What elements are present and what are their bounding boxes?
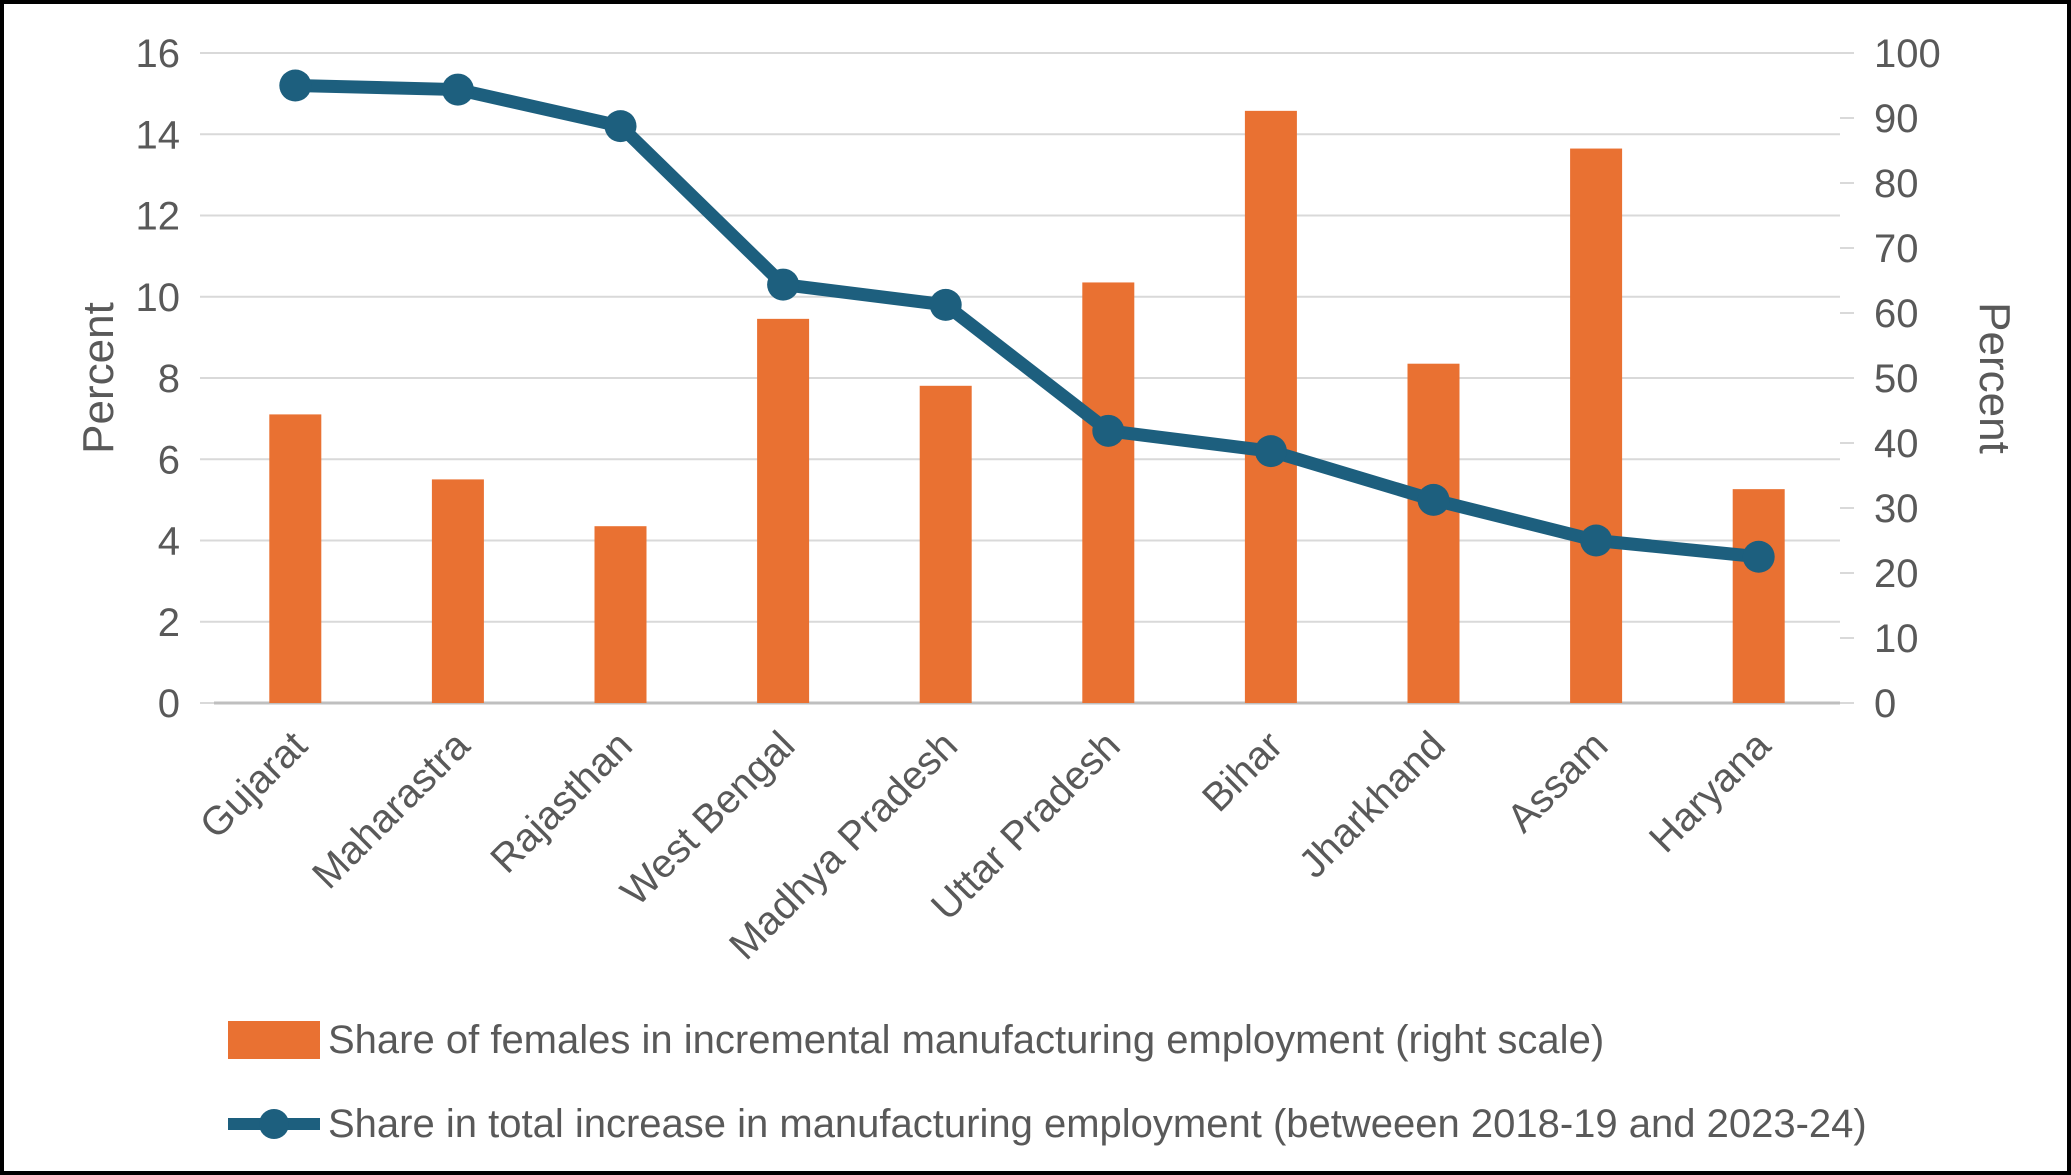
line-point-bihar	[1254, 435, 1287, 468]
line-point-gujarat	[279, 69, 312, 102]
bar-series	[269, 110, 1785, 704]
bar-jharkhand	[1407, 363, 1460, 703]
x-label-gujarat: Gujarat	[192, 723, 316, 847]
bar-madhya-pradesh	[919, 385, 972, 703]
right-tick-label: 90	[1874, 97, 1919, 141]
line-point-maharastra	[441, 73, 474, 106]
x-label-haryana: Haryana	[1641, 723, 1780, 862]
bar-rajasthan	[594, 526, 647, 703]
right-tick-label: 20	[1874, 552, 1919, 596]
x-label-jharkhand: Jharkhand	[1291, 723, 1454, 886]
left-axis-ticks: 0 2 4 6 8 10 12 14 16	[136, 32, 181, 726]
line-point-uttar-pradesh	[1092, 414, 1125, 447]
right-axis-ticks: 0 10 20 30 40 50 60 70 80 90 100	[1874, 32, 1941, 726]
left-tick-label: 6	[158, 438, 180, 482]
line-point-assam	[1580, 524, 1613, 557]
left-tick-label: 10	[136, 276, 181, 320]
x-label-maharastra: Maharastra	[304, 723, 479, 898]
bar-uttar-pradesh	[1082, 282, 1135, 703]
bar-series-label: Share of females in incremental manufact…	[328, 1017, 1605, 1062]
bar-assam	[1570, 148, 1623, 704]
x-label-assam: Assam	[1499, 723, 1617, 841]
line-point-haryana	[1742, 540, 1775, 573]
right-axis-title: Percent	[1970, 302, 2019, 454]
bar-bihar	[1244, 110, 1297, 704]
left-tick-label: 4	[158, 520, 180, 564]
right-tick-label: 40	[1874, 422, 1919, 466]
right-tick-label: 100	[1874, 32, 1941, 76]
right-tick-label: 80	[1874, 162, 1919, 206]
left-tick-label: 0	[158, 682, 180, 726]
x-label-bihar: Bihar	[1194, 723, 1291, 820]
left-tick-label: 14	[136, 113, 181, 157]
right-tick-label: 70	[1874, 227, 1919, 271]
gridlines	[200, 52, 1854, 705]
combo-chart: 0 2 4 6 8 10 12 14 16 0 10 20 30 40 50 60 70 80 90 100 Guj…	[136, 32, 1941, 968]
line-series-label: Share in total increase in manufacturing…	[328, 1101, 1867, 1146]
right-tick-label: 60	[1874, 292, 1919, 336]
right-tick-label: 30	[1874, 487, 1919, 531]
dot-glyph	[259, 1109, 289, 1139]
left-tick-label: 16	[136, 32, 181, 76]
bar-gujarat	[269, 414, 322, 703]
line-point-madhya-pradesh	[929, 288, 962, 321]
bar-swatch-icon	[228, 1021, 320, 1059]
right-tick-label: 10	[1874, 617, 1919, 661]
left-tick-label: 8	[158, 357, 180, 401]
line-series	[279, 69, 1775, 573]
line-point-jharkhand	[1417, 483, 1450, 516]
x-label-rajasthan: Rajasthan	[482, 723, 640, 881]
left-axis-title: Percent	[74, 302, 123, 454]
right-tick-label: 0	[1874, 682, 1896, 726]
line-path	[288, 79, 1766, 564]
bar-haryana	[1732, 489, 1785, 703]
left-tick-label: 12	[136, 195, 181, 239]
line-point-west-bengal	[767, 268, 800, 301]
right-tick-label: 50	[1874, 357, 1919, 401]
bar-maharastra	[431, 479, 484, 703]
legend-item-line-series: Share in total increase in manufacturing…	[228, 1100, 1867, 1148]
legend-item-bar-series: Share of females in incremental manufact…	[228, 1016, 1867, 1064]
left-tick-label: 2	[158, 601, 180, 645]
bar-west-bengal	[757, 318, 810, 703]
line-marker-icon	[228, 1105, 320, 1143]
legend: Share of females in incremental manufact…	[228, 1016, 1867, 1171]
line-point-rajasthan	[604, 110, 637, 143]
